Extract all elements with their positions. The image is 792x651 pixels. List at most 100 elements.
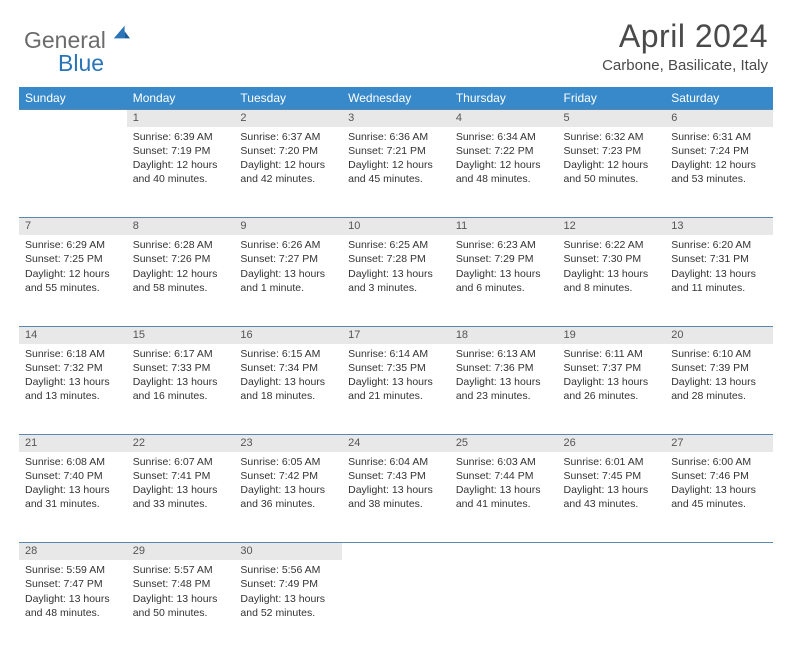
sunset-text: Sunset: 7:19 PM — [133, 144, 229, 158]
sunset-text: Sunset: 7:39 PM — [671, 361, 767, 375]
weekday-header: Monday — [127, 87, 235, 110]
day-number: 27 — [665, 435, 773, 452]
sunrise-text: Sunrise: 6:17 AM — [133, 347, 229, 361]
daylight-text: Daylight: 13 hours and 18 minutes. — [240, 375, 336, 403]
day-content-row: Sunrise: 6:18 AMSunset: 7:32 PMDaylight:… — [19, 344, 773, 435]
day-cell: Sunrise: 6:08 AMSunset: 7:40 PMDaylight:… — [19, 452, 127, 543]
sunset-text: Sunset: 7:44 PM — [456, 469, 552, 483]
day-cell: Sunrise: 6:15 AMSunset: 7:34 PMDaylight:… — [234, 344, 342, 435]
daylight-text: Daylight: 13 hours and 41 minutes. — [456, 483, 552, 511]
daylight-text: Daylight: 13 hours and 50 minutes. — [133, 592, 229, 620]
sunset-text: Sunset: 7:42 PM — [240, 469, 336, 483]
day-cell: Sunrise: 6:18 AMSunset: 7:32 PMDaylight:… — [19, 344, 127, 435]
day-number: 22 — [127, 435, 235, 452]
sunrise-text: Sunrise: 6:00 AM — [671, 455, 767, 469]
sunrise-text: Sunrise: 6:15 AM — [240, 347, 336, 361]
day-cell: Sunrise: 6:22 AMSunset: 7:30 PMDaylight:… — [558, 235, 666, 326]
daylight-text: Daylight: 13 hours and 23 minutes. — [456, 375, 552, 403]
sunrise-text: Sunrise: 6:14 AM — [348, 347, 444, 361]
sunset-text: Sunset: 7:22 PM — [456, 144, 552, 158]
title-block: April 2024 Carbone, Basilicate, Italy — [602, 18, 768, 74]
day-cell: Sunrise: 6:25 AMSunset: 7:28 PMDaylight:… — [342, 235, 450, 326]
calendar-table: SundayMondayTuesdayWednesdayThursdayFrid… — [19, 87, 773, 651]
sunset-text: Sunset: 7:24 PM — [671, 144, 767, 158]
day-cell: Sunrise: 6:39 AMSunset: 7:19 PMDaylight:… — [127, 127, 235, 218]
day-cell: Sunrise: 6:20 AMSunset: 7:31 PMDaylight:… — [665, 235, 773, 326]
sunrise-text: Sunrise: 5:59 AM — [25, 563, 121, 577]
daylight-text: Daylight: 13 hours and 52 minutes. — [240, 592, 336, 620]
header: General Blue April 2024 Carbone, Basilic… — [0, 0, 792, 83]
day-number-row: 282930 — [19, 543, 773, 560]
day-number: 1 — [127, 110, 235, 127]
weekday-header-row: SundayMondayTuesdayWednesdayThursdayFrid… — [19, 87, 773, 110]
daylight-text: Daylight: 13 hours and 1 minute. — [240, 267, 336, 295]
day-number-row: 78910111213 — [19, 218, 773, 235]
day-cell: Sunrise: 6:13 AMSunset: 7:36 PMDaylight:… — [450, 344, 558, 435]
day-cell: Sunrise: 6:26 AMSunset: 7:27 PMDaylight:… — [234, 235, 342, 326]
sunset-text: Sunset: 7:20 PM — [240, 144, 336, 158]
daylight-text: Daylight: 12 hours and 53 minutes. — [671, 158, 767, 186]
day-cell — [342, 560, 450, 651]
day-number: 3 — [342, 110, 450, 127]
day-number: 20 — [665, 326, 773, 343]
sunset-text: Sunset: 7:33 PM — [133, 361, 229, 375]
day-number: 18 — [450, 326, 558, 343]
day-cell: Sunrise: 6:11 AMSunset: 7:37 PMDaylight:… — [558, 344, 666, 435]
sunrise-text: Sunrise: 6:31 AM — [671, 130, 767, 144]
sunset-text: Sunset: 7:36 PM — [456, 361, 552, 375]
daylight-text: Daylight: 13 hours and 36 minutes. — [240, 483, 336, 511]
day-cell — [665, 560, 773, 651]
weekday-header: Thursday — [450, 87, 558, 110]
day-cell: Sunrise: 6:01 AMSunset: 7:45 PMDaylight:… — [558, 452, 666, 543]
day-number: 29 — [127, 543, 235, 560]
sunset-text: Sunset: 7:47 PM — [25, 577, 121, 591]
sunset-text: Sunset: 7:21 PM — [348, 144, 444, 158]
daylight-text: Daylight: 13 hours and 38 minutes. — [348, 483, 444, 511]
day-cell — [450, 560, 558, 651]
logo-text-blue: Blue — [58, 50, 104, 76]
sunrise-text: Sunrise: 6:13 AM — [456, 347, 552, 361]
day-cell: Sunrise: 6:05 AMSunset: 7:42 PMDaylight:… — [234, 452, 342, 543]
daylight-text: Daylight: 13 hours and 13 minutes. — [25, 375, 121, 403]
daylight-text: Daylight: 13 hours and 43 minutes. — [564, 483, 660, 511]
sunrise-text: Sunrise: 6:22 AM — [564, 238, 660, 252]
sunrise-text: Sunrise: 6:34 AM — [456, 130, 552, 144]
daylight-text: Daylight: 13 hours and 28 minutes. — [671, 375, 767, 403]
sunrise-text: Sunrise: 6:26 AM — [240, 238, 336, 252]
daylight-text: Daylight: 13 hours and 45 minutes. — [671, 483, 767, 511]
logo: General Blue — [24, 18, 130, 75]
daylight-text: Daylight: 13 hours and 6 minutes. — [456, 267, 552, 295]
day-cell — [558, 560, 666, 651]
sunset-text: Sunset: 7:28 PM — [348, 252, 444, 266]
sunset-text: Sunset: 7:43 PM — [348, 469, 444, 483]
day-number: 25 — [450, 435, 558, 452]
day-number: 17 — [342, 326, 450, 343]
weekday-header: Friday — [558, 87, 666, 110]
daylight-text: Daylight: 13 hours and 31 minutes. — [25, 483, 121, 511]
daylight-text: Daylight: 12 hours and 45 minutes. — [348, 158, 444, 186]
day-number — [450, 543, 558, 560]
day-cell: Sunrise: 6:04 AMSunset: 7:43 PMDaylight:… — [342, 452, 450, 543]
day-number: 11 — [450, 218, 558, 235]
day-number-row: 21222324252627 — [19, 435, 773, 452]
sunset-text: Sunset: 7:41 PM — [133, 469, 229, 483]
day-content-row: Sunrise: 5:59 AMSunset: 7:47 PM Daylight:… — [19, 560, 773, 651]
weekday-header: Wednesday — [342, 87, 450, 110]
day-cell: Sunrise: 6:07 AMSunset: 7:41 PMDaylight:… — [127, 452, 235, 543]
sunrise-text: Sunrise: 5:56 AM — [240, 563, 336, 577]
daylight-text: Daylight: 13 hours and 16 minutes. — [133, 375, 229, 403]
day-cell: Sunrise: 6:14 AMSunset: 7:35 PMDaylight:… — [342, 344, 450, 435]
day-cell: Sunrise: 6:37 AMSunset: 7:20 PMDaylight:… — [234, 127, 342, 218]
day-number: 5 — [558, 110, 666, 127]
sunrise-text: Sunrise: 6:01 AM — [564, 455, 660, 469]
sunset-text: Sunset: 7:25 PM — [25, 252, 121, 266]
day-number: 12 — [558, 218, 666, 235]
daylight-text: Daylight: 13 hours and 26 minutes. — [564, 375, 660, 403]
day-cell — [19, 127, 127, 218]
sunrise-text: Sunrise: 6:10 AM — [671, 347, 767, 361]
day-number: 15 — [127, 326, 235, 343]
day-number: 28 — [19, 543, 127, 560]
day-number: 14 — [19, 326, 127, 343]
sunrise-text: Sunrise: 6:03 AM — [456, 455, 552, 469]
sunset-text: Sunset: 7:46 PM — [671, 469, 767, 483]
